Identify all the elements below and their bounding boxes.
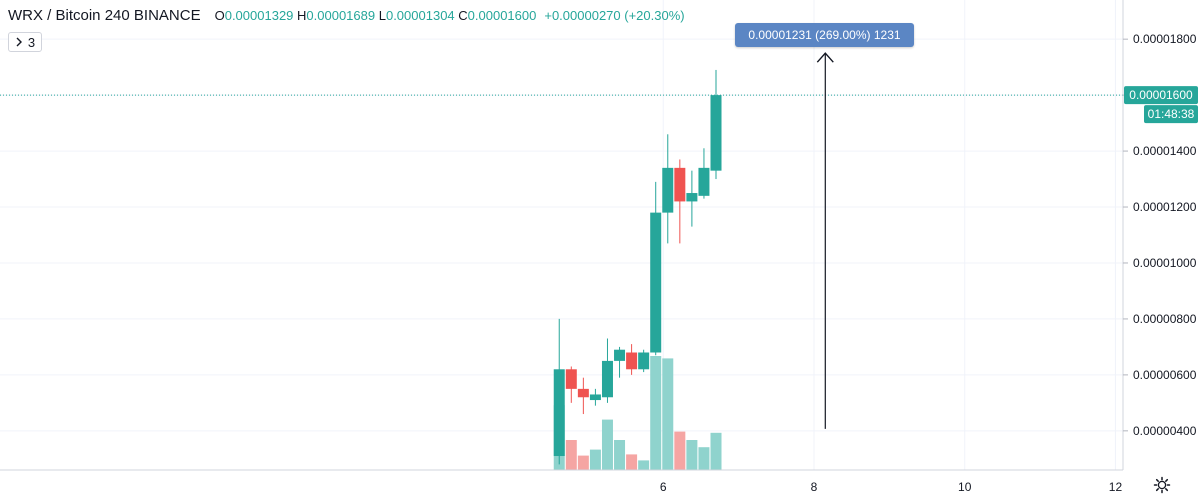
symbol-name: WRX / Bitcoin	[8, 7, 101, 24]
volume-bar	[698, 447, 710, 470]
candle-body	[638, 352, 650, 370]
candle-body	[686, 193, 698, 202]
price-axis[interactable]: 0.00001800 0.00001600 0.00001400 0.00001200…	[1122, 0, 1200, 500]
candle-body	[698, 167, 710, 196]
indicators-toggle-button[interactable]: 3	[8, 32, 42, 52]
countdown-label: 01:48:38	[1148, 107, 1195, 121]
x-tick-label: 6	[660, 480, 667, 494]
close-key: C	[458, 8, 468, 23]
indicators-count: 3	[27, 34, 36, 50]
candle-body	[565, 369, 577, 389]
candle-body	[626, 352, 638, 370]
y-tick-label: 0.00000800	[1133, 312, 1197, 326]
measure-arrow	[816, 52, 834, 429]
change-value: +0.00000270 (+20.30%)	[544, 8, 685, 23]
symbol-legend: WRX / Bitcoin 240 BINANCE O0.00001329 H0…	[8, 7, 685, 24]
volume-bar	[614, 440, 626, 470]
candle-body	[601, 360, 613, 398]
x-tick-label: 10	[958, 480, 972, 494]
grid	[0, 0, 1123, 470]
volume-bar	[601, 419, 613, 470]
volume-bar	[710, 432, 722, 470]
high-value: 0.00001689	[306, 8, 376, 23]
candle-body	[662, 167, 674, 213]
interval-label: 240	[104, 7, 130, 24]
ohlc-values: O0.00001329 H0.00001689 L0.00001304 C0.0…	[215, 8, 537, 23]
measure-label: 0.00001231 (269.00%) 1231	[748, 28, 901, 42]
chevron-right-icon	[16, 37, 22, 47]
y-tick-label: 0.00000600	[1133, 368, 1197, 382]
volume-bar	[577, 455, 589, 470]
volume-bar	[662, 358, 674, 470]
candle-body	[710, 95, 722, 171]
gear-icon	[1153, 476, 1171, 494]
y-tick-label: 0.00001000	[1133, 256, 1197, 270]
high-key: H	[297, 8, 307, 23]
candle-body	[650, 212, 662, 353]
measure-label-box: 0.00001231 (269.00%) 1231	[735, 23, 914, 47]
candle-body	[577, 388, 589, 398]
volume-bars	[553, 356, 722, 470]
volume-bar	[589, 449, 601, 470]
candle-body	[614, 349, 626, 361]
x-tick-label: 8	[811, 480, 818, 494]
candles	[553, 69, 722, 465]
last-price-label: 0.00001600	[1129, 88, 1193, 102]
measure-arrowhead	[816, 52, 834, 63]
candle-body	[589, 394, 601, 401]
low-key: L	[378, 8, 386, 23]
y-tick-label: 0.00001200	[1133, 200, 1197, 214]
candle-body	[553, 369, 565, 457]
open-value: 0.00001329	[224, 8, 294, 23]
last-price-badge: 0.00001600 01:48:38	[1124, 86, 1198, 124]
close-value: 0.00001600	[467, 8, 537, 23]
chart-settings-button[interactable]	[1147, 473, 1177, 497]
volume-bar	[626, 454, 638, 470]
volume-bar	[650, 356, 662, 470]
open-key: O	[214, 8, 225, 23]
volume-bar	[638, 460, 650, 470]
low-value: 0.00001304	[385, 8, 455, 23]
y-tick-label: 0.00000400	[1133, 424, 1197, 438]
y-tick-label: 0.00001400	[1133, 144, 1197, 158]
time-axis[interactable]: 6 8 10 12	[0, 469, 1123, 500]
volume-bar	[565, 440, 577, 470]
exchange-label: BINANCE	[133, 7, 201, 24]
volume-bar	[674, 431, 686, 470]
symbol-title[interactable]: WRX / Bitcoin 240 BINANCE	[8, 7, 201, 24]
volume-bar	[686, 440, 698, 470]
y-tick-label: 0.00001800	[1133, 32, 1197, 46]
candle-body	[674, 167, 686, 202]
x-tick-label: 12	[1109, 480, 1123, 494]
